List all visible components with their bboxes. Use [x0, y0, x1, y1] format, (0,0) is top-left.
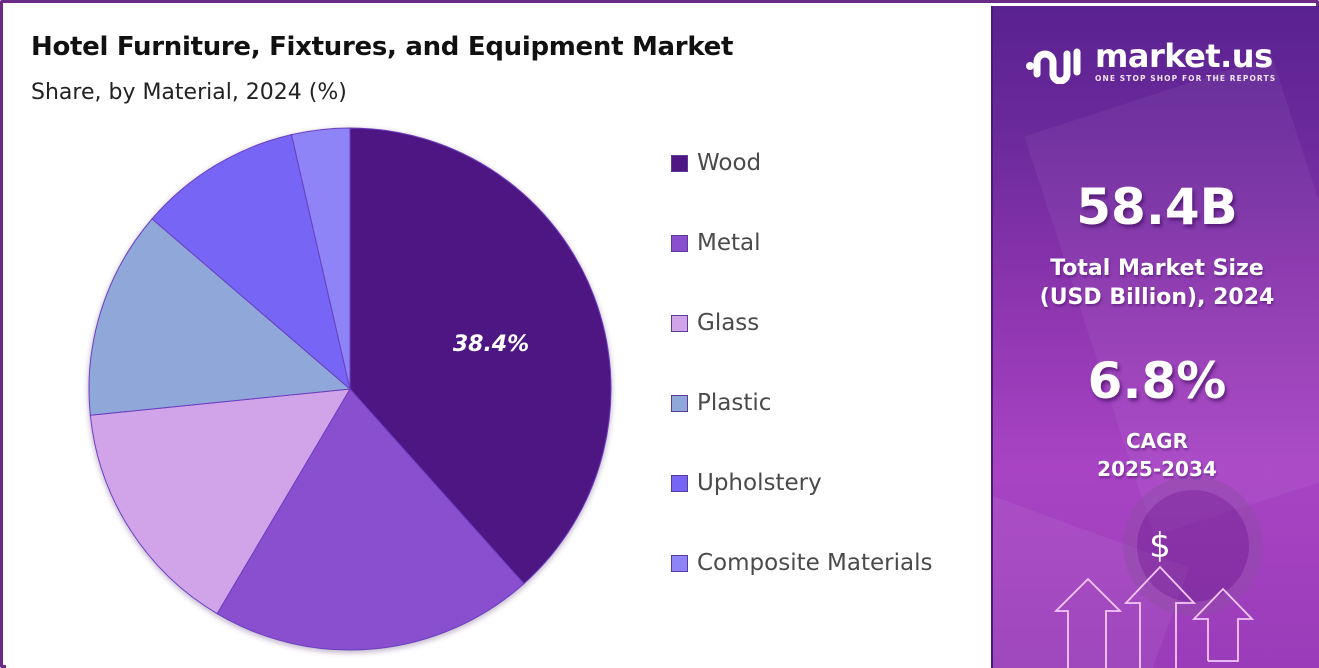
- legend-swatch-wood: [671, 154, 688, 172]
- legend-item-metal[interactable]: Metal: [671, 226, 761, 260]
- pie-slice-plastic[interactable]: [88, 218, 352, 416]
- logo-wordmark: market.us: [1095, 37, 1273, 75]
- chart-panel: Hotel Furniture, Fixtures, and Equipment…: [6, 6, 991, 668]
- legend-item-glass[interactable]: Glass: [671, 306, 759, 340]
- legend-label: Metal: [697, 230, 761, 256]
- market-size-label-line1: Total Market Size: [1050, 256, 1264, 281]
- pie-slice-metal[interactable]: [216, 388, 525, 651]
- legend-swatch-glass: [671, 314, 688, 332]
- cagr-label-line1: CAGR: [1126, 429, 1188, 453]
- legend-item-wood[interactable]: Wood: [671, 146, 761, 180]
- legend-label: Composite Materials: [697, 550, 933, 576]
- logo-tagline: ONE STOP SHOP FOR THE REPORTS: [1095, 74, 1277, 83]
- pie-chart-svg: 38.4%: [88, 127, 612, 651]
- summary-sidebar: market.us ONE STOP SHOP FOR THE REPORTS …: [991, 6, 1319, 668]
- cagr-label-line2: 2025-2034: [1097, 457, 1217, 481]
- pie-chart: 38.4%: [6, 6, 991, 668]
- legend-item-plastic[interactable]: Plastic: [671, 386, 771, 420]
- dollar-sign: $: [1149, 526, 1171, 566]
- legend-label: Glass: [697, 310, 760, 336]
- slice-label-wood: 38.4%: [453, 332, 529, 357]
- pie-slices: [88, 127, 612, 651]
- legend-label: Wood: [697, 150, 762, 176]
- legend-label: Plastic: [697, 390, 772, 416]
- brand-logo[interactable]: market.us ONE STOP SHOP FOR THE REPORTS: [1025, 40, 1276, 84]
- legend-swatch-upholstery: [671, 474, 688, 492]
- cagr-value: 6.8%: [1087, 352, 1227, 410]
- chart-title: Hotel Furniture, Fixtures, and Equipment…: [31, 32, 734, 62]
- market-us-logo-icon: [1026, 48, 1081, 84]
- growth-arrows-icon: $: [1053, 526, 1255, 668]
- legend-item-upholstery[interactable]: Upholstery: [671, 466, 822, 500]
- legend-swatch-metal: [671, 234, 688, 252]
- legend-label: Upholstery: [697, 470, 822, 496]
- pie-slice-composite-materials[interactable]: [290, 127, 351, 390]
- pie-slice-wood[interactable]: [349, 127, 612, 585]
- chart-subtitle: Share, by Material, 2024 (%): [31, 80, 347, 105]
- legend-swatch-plastic: [671, 394, 688, 412]
- pie-slice-upholstery[interactable]: [151, 134, 351, 391]
- market-size-value: 58.4B: [1076, 178, 1238, 236]
- legend-swatch-composite-materials: [671, 554, 688, 572]
- market-size-label-line2: (USD Billion), 2024: [1039, 285, 1275, 310]
- pie-slice-glass[interactable]: [89, 388, 351, 615]
- legend-item-composite-materials[interactable]: Composite Materials: [671, 546, 932, 580]
